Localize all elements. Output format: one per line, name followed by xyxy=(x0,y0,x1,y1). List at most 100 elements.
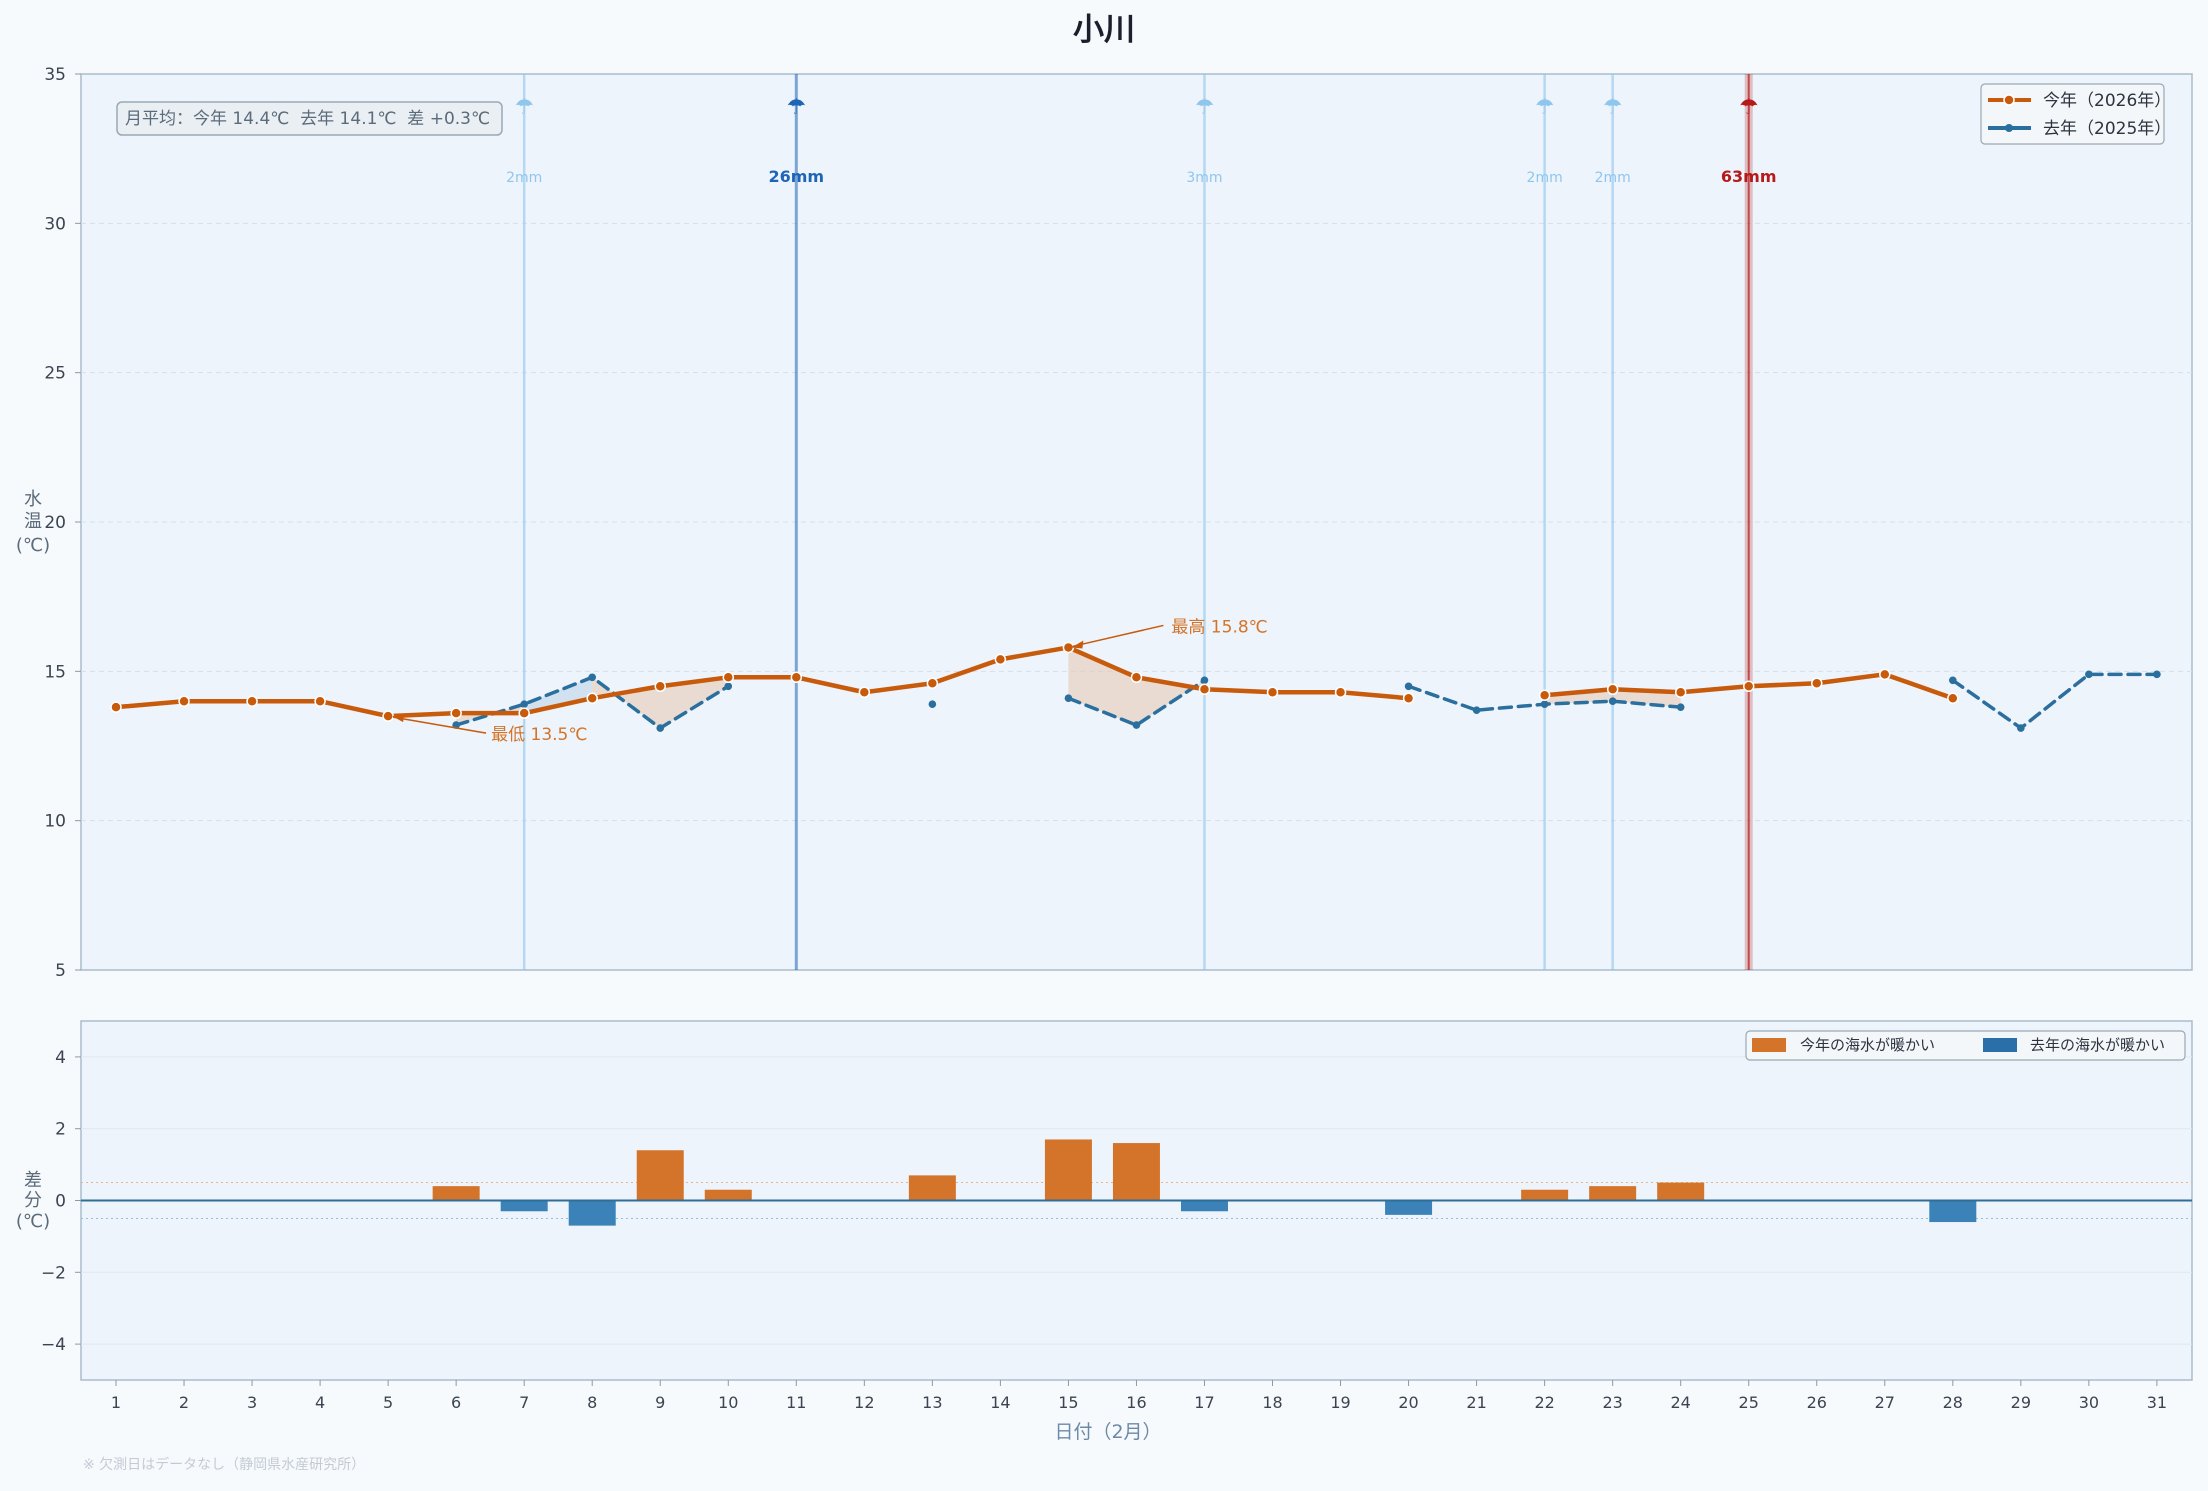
x-tick-label: 4 xyxy=(315,1393,325,1412)
x-tick-label: 13 xyxy=(922,1393,942,1412)
this-year-point xyxy=(1538,689,1551,701)
x-tick-label: 8 xyxy=(587,1393,597,1412)
x-tick-label: 24 xyxy=(1671,1393,1691,1412)
this-year-point xyxy=(1879,668,1891,681)
difference-bar xyxy=(1044,1139,1092,1201)
last-year-point xyxy=(2153,670,2161,679)
bottom-ylabel-char-3: (℃) xyxy=(16,1211,50,1232)
this-year-point xyxy=(1266,686,1279,698)
this-year-point xyxy=(314,695,326,707)
chart-title: 小川 xyxy=(1073,12,1135,48)
x-tick-label: 1 xyxy=(111,1393,121,1412)
max-annotation-label: 最高 15.8℃ xyxy=(1171,617,1267,637)
x-tick-label: 21 xyxy=(1466,1393,1486,1412)
x-ticks: 1 2 3 4 5 6 7 8 9 10 11 12 13 14 15 16 17 18 19 20 21 22 23 24 2… xyxy=(111,1380,2167,1412)
bottom-y-tick-label: 2 xyxy=(55,1120,66,1140)
this-year-point xyxy=(790,671,803,684)
min-annotation-arrowhead xyxy=(392,714,405,723)
annotation-layer: 最高 15.8℃ 最低 13.5℃ xyxy=(392,617,1268,745)
x-tick-label: 23 xyxy=(1602,1393,1622,1412)
top-y-tick-label: 15 xyxy=(44,662,66,682)
this-year-point xyxy=(178,695,190,707)
top-y-tick-label: 10 xyxy=(44,812,66,832)
this-year-point xyxy=(1811,677,1823,690)
difference-bar xyxy=(636,1150,684,1201)
summary-text: 月平均：今年 14.4℃ 去年 14.1℃ 差 +0.3℃ xyxy=(125,109,490,129)
top-y-tick-label: 20 xyxy=(44,513,66,533)
last-year-point xyxy=(1132,721,1141,729)
difference-fill xyxy=(1068,647,1137,726)
this-year-line xyxy=(113,645,1411,719)
this-year-point xyxy=(654,680,666,693)
line-layer xyxy=(110,641,2161,732)
x-tick-label: 25 xyxy=(1739,1393,1759,1412)
this-year-point xyxy=(518,707,530,719)
umbrella-icon: ☂ xyxy=(1739,95,1759,120)
legend-label-this-year: 今年（2026年） xyxy=(2043,91,2171,111)
last-year-point xyxy=(520,700,528,708)
top-y-ticks: 5 10 15 20 25 30 35 xyxy=(44,65,81,981)
last-year-point xyxy=(1949,676,1957,685)
min-annotation-arrow xyxy=(392,716,487,734)
legend-swatch-warmer-this-year xyxy=(1752,1038,1786,1052)
rain-amount-label: 2mm xyxy=(1595,170,1631,186)
rain-amount-label: 2mm xyxy=(1527,170,1563,186)
bottom-y-tick-label: 4 xyxy=(55,1048,66,1068)
x-axis-label: 日付（2月） xyxy=(1054,1421,1161,1443)
this-year-point xyxy=(1198,683,1211,696)
footnote: ※ 欠測日はデータなし（静岡県水産研究所） xyxy=(83,1456,365,1473)
bottom-y-tick-label: −2 xyxy=(41,1263,66,1283)
x-tick-label: 6 xyxy=(451,1393,461,1412)
x-tick-label: 9 xyxy=(655,1393,665,1412)
x-tick-label: 19 xyxy=(1330,1393,1350,1412)
umbrella-icon: ☂ xyxy=(1603,95,1623,120)
x-tick-label: 3 xyxy=(247,1393,257,1412)
last-year-point xyxy=(928,700,937,708)
this-year-point xyxy=(858,686,871,698)
legend-label-warmer-this-year: 今年の海水が暖かい xyxy=(1800,1036,1935,1054)
x-tick-label: 15 xyxy=(1058,1393,1078,1412)
difference-bar xyxy=(568,1200,616,1226)
top-ylabel-char-1: 水 xyxy=(24,489,42,510)
this-year-point xyxy=(586,692,598,704)
top-y-tick-label: 5 xyxy=(55,961,66,981)
difference-bar xyxy=(1521,1189,1569,1201)
last-year-point xyxy=(2085,670,2093,679)
top-y-tick-label: 25 xyxy=(44,364,66,384)
x-tick-label: 16 xyxy=(1126,1393,1146,1412)
bottom-ylabel-char-1: 差 xyxy=(24,1170,42,1191)
last-year-point xyxy=(1472,706,1481,714)
difference-bar xyxy=(704,1189,752,1201)
bottom-ylabel-char-2: 分 xyxy=(24,1190,42,1211)
legend-label-last-year: 去年（2025年） xyxy=(2043,119,2171,139)
x-tick-label: 18 xyxy=(1262,1393,1282,1412)
top-legend: 今年（2026年） 去年（2025年） xyxy=(1980,83,2171,145)
bottom-y-tick-label: 0 xyxy=(55,1192,66,1212)
x-tick-label: 29 xyxy=(2011,1393,2031,1412)
this-year-point xyxy=(1674,686,1687,698)
top-ylabel-char-3: (℃) xyxy=(16,535,50,556)
last-year-point xyxy=(1064,694,1073,703)
x-tick-label: 5 xyxy=(383,1393,393,1412)
summary-box: 月平均：今年 14.4℃ 去年 14.1℃ 差 +0.3℃ xyxy=(116,101,503,136)
this-year-point xyxy=(994,653,1007,666)
difference-bar xyxy=(500,1200,548,1212)
this-year-point xyxy=(110,701,122,713)
difference-fill xyxy=(524,677,593,714)
difference-bar xyxy=(1385,1200,1433,1215)
difference-bar xyxy=(432,1186,480,1201)
bottom-y-tick-label: −4 xyxy=(41,1335,66,1355)
x-tick-label: 27 xyxy=(1875,1393,1895,1412)
x-tick-label: 17 xyxy=(1194,1393,1214,1412)
last-year-point xyxy=(1200,676,1209,685)
x-tick-label: 28 xyxy=(1943,1393,1963,1412)
this-year-point xyxy=(450,707,462,719)
x-tick-label: 12 xyxy=(854,1393,874,1412)
min-annotation-label: 最低 13.5℃ xyxy=(491,725,587,745)
this-year-point xyxy=(1402,692,1415,704)
this-year-point xyxy=(1947,692,1959,704)
this-year-point xyxy=(1334,686,1347,698)
max-annotation-arrow xyxy=(1072,624,1164,648)
x-tick-label: 22 xyxy=(1534,1393,1554,1412)
